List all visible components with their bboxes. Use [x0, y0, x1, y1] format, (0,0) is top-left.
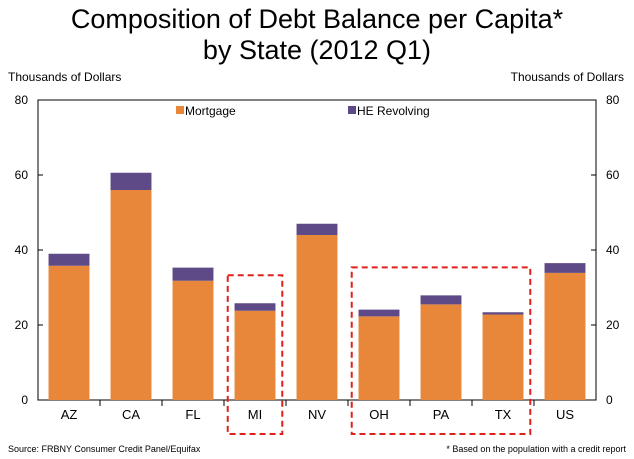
left-axis-unit-label: Thousands of Dollars [8, 70, 122, 84]
y-tick-label-right: 80 [606, 93, 620, 107]
bar-mortgage-oh [358, 316, 400, 400]
legend-swatch-1 [348, 106, 356, 114]
right-axis-unit-label: Thousands of Dollars [510, 70, 624, 84]
x-tick-label-fl: FL [185, 407, 200, 422]
bar-mortgage-az [48, 265, 90, 400]
y-tick-label-left: 80 [15, 93, 29, 107]
bar-mortgage-tx [482, 314, 524, 400]
chart-title-line1: Composition of Debt Balance per Capita* [70, 4, 564, 34]
y-tick-label-right: 40 [606, 243, 620, 257]
source-note: Source: FRBNY Consumer Credit Panel/Equi… [8, 444, 201, 454]
x-tick-label-az: AZ [61, 407, 78, 422]
x-tick-label-mi: MI [248, 407, 262, 422]
bar-he-revolving-fl [172, 267, 214, 281]
bar-he-revolving-mi [234, 303, 276, 311]
legend-label-1: HE Revolving [357, 104, 430, 118]
legend-swatch-0 [176, 106, 184, 114]
y-tick-label-left: 0 [21, 393, 28, 407]
bar-he-revolving-tx [482, 312, 524, 315]
x-tick-label-oh: OH [369, 407, 389, 422]
bar-he-revolving-oh [358, 309, 400, 317]
footnote: * Based on the population with a credit … [446, 444, 626, 454]
y-tick-label-right: 20 [606, 318, 620, 332]
bar-mortgage-pa [420, 304, 462, 400]
y-tick-label-left: 20 [15, 318, 29, 332]
bar-mortgage-fl [172, 280, 214, 400]
bar-he-revolving-az [48, 253, 90, 266]
bar-mortgage-us [544, 272, 586, 400]
chart-title-line2: by State (2012 Q1) [202, 35, 432, 65]
bar-mortgage-ca [110, 190, 152, 400]
y-tick-label-left: 60 [15, 168, 29, 182]
x-tick-label-pa: PA [433, 407, 450, 422]
x-tick-label-us: US [556, 407, 574, 422]
bar-he-revolving-nv [296, 223, 338, 235]
bar-he-revolving-ca [110, 172, 152, 190]
x-tick-label-tx: TX [495, 407, 512, 422]
bar-mortgage-nv [296, 235, 338, 400]
highlight-box-0 [226, 274, 284, 435]
bar-mortgage-mi [234, 310, 276, 400]
x-tick-label-nv: NV [308, 407, 326, 422]
y-tick-label-left: 40 [15, 243, 29, 257]
bar-he-revolving-us [544, 263, 586, 273]
y-tick-label-right: 0 [606, 393, 613, 407]
x-tick-label-ca: CA [122, 407, 140, 422]
y-tick-label-right: 60 [606, 168, 620, 182]
bar-he-revolving-pa [420, 295, 462, 305]
legend-label-0: Mortgage [185, 104, 236, 118]
highlight-box-1 [350, 266, 532, 435]
